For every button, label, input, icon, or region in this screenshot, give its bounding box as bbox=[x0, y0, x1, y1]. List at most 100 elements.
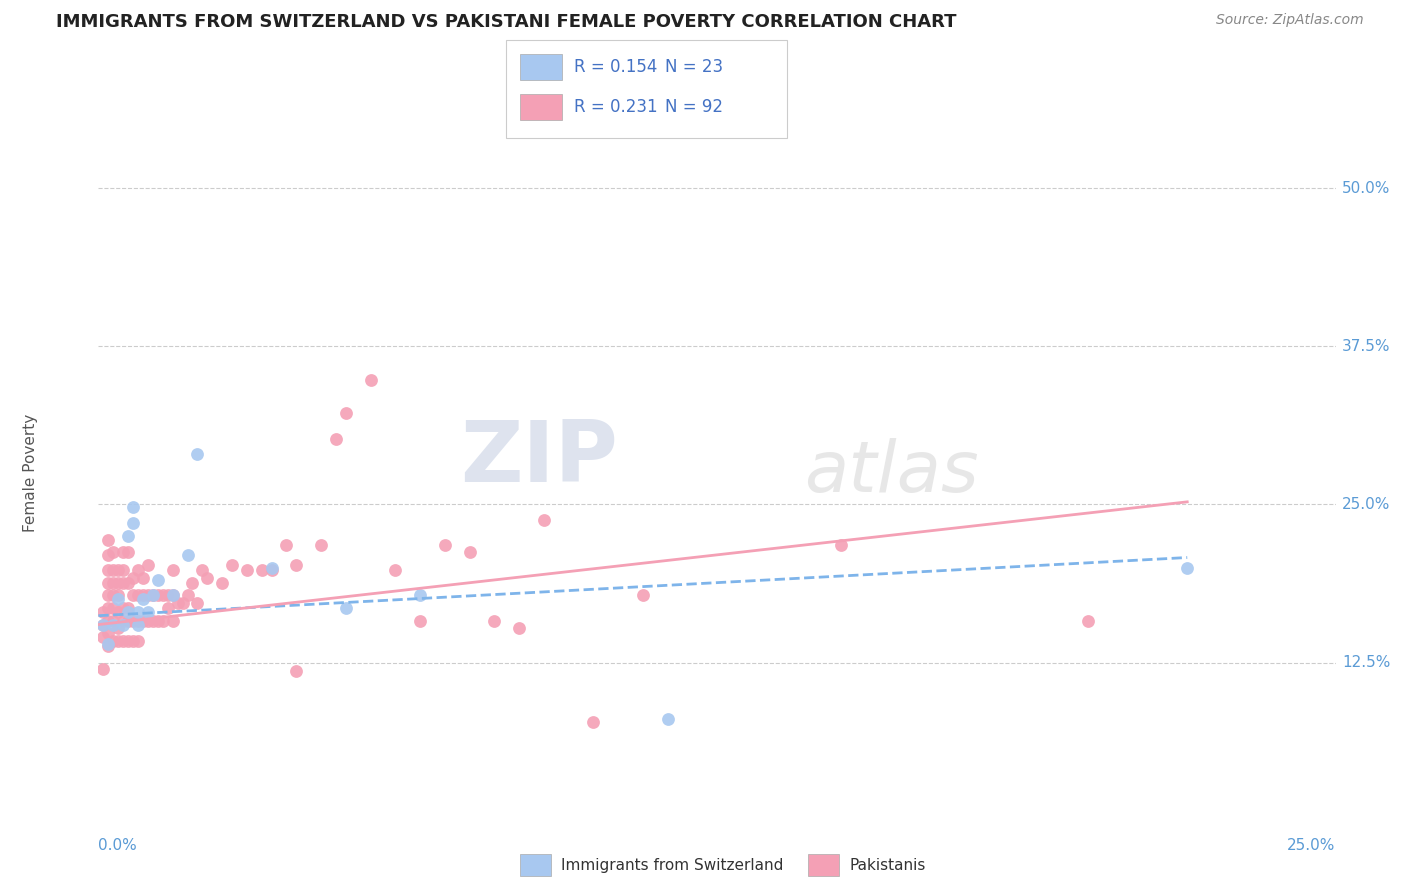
Point bbox=[103, 634, 125, 648]
Point bbox=[384, 563, 406, 577]
Point bbox=[176, 548, 198, 562]
Point bbox=[146, 574, 169, 588]
Point bbox=[221, 558, 243, 573]
Point bbox=[103, 617, 125, 632]
Point bbox=[97, 533, 120, 547]
Point bbox=[409, 614, 432, 628]
Point bbox=[97, 563, 120, 577]
Point bbox=[93, 617, 115, 632]
Point bbox=[136, 589, 159, 603]
Point bbox=[309, 538, 332, 552]
Point bbox=[186, 447, 208, 461]
Point bbox=[236, 563, 259, 577]
Text: N = 92: N = 92 bbox=[665, 98, 723, 116]
Point bbox=[162, 589, 184, 603]
Point bbox=[112, 575, 135, 590]
Point bbox=[484, 614, 506, 628]
Point bbox=[117, 605, 139, 619]
Text: 25.0%: 25.0% bbox=[1288, 838, 1336, 853]
Point bbox=[285, 665, 308, 679]
Point bbox=[186, 596, 208, 610]
Point bbox=[335, 406, 357, 420]
Point bbox=[97, 626, 120, 640]
Point bbox=[172, 596, 194, 610]
Point bbox=[122, 589, 145, 603]
Point bbox=[181, 575, 204, 590]
Point bbox=[631, 589, 654, 603]
Point bbox=[112, 563, 135, 577]
Point bbox=[152, 589, 174, 603]
Point bbox=[107, 621, 129, 635]
Text: 37.5%: 37.5% bbox=[1341, 339, 1391, 354]
Point bbox=[136, 614, 159, 628]
Point bbox=[97, 636, 120, 650]
Point bbox=[93, 605, 115, 619]
Point bbox=[127, 563, 149, 577]
Point bbox=[112, 601, 135, 615]
Point bbox=[433, 538, 456, 552]
Text: 25.0%: 25.0% bbox=[1341, 497, 1391, 512]
Point bbox=[142, 614, 165, 628]
Point bbox=[112, 617, 135, 632]
Text: IMMIGRANTS FROM SWITZERLAND VS PAKISTANI FEMALE POVERTY CORRELATION CHART: IMMIGRANTS FROM SWITZERLAND VS PAKISTANI… bbox=[56, 13, 956, 31]
Point bbox=[211, 575, 233, 590]
Point bbox=[132, 571, 155, 585]
Point bbox=[117, 529, 139, 543]
Point bbox=[409, 589, 432, 603]
Point bbox=[127, 634, 149, 648]
Text: atlas: atlas bbox=[804, 438, 979, 508]
Point bbox=[93, 662, 115, 676]
Point bbox=[191, 563, 214, 577]
Point bbox=[122, 571, 145, 585]
Text: Female Poverty: Female Poverty bbox=[22, 414, 38, 532]
Point bbox=[508, 621, 530, 635]
Point bbox=[97, 601, 120, 615]
Point bbox=[107, 589, 129, 603]
Point bbox=[103, 601, 125, 615]
Point bbox=[146, 589, 169, 603]
Point bbox=[107, 575, 129, 590]
Point bbox=[122, 516, 145, 531]
Point bbox=[97, 575, 120, 590]
Point bbox=[103, 545, 125, 559]
Point bbox=[1077, 614, 1099, 628]
Point bbox=[117, 634, 139, 648]
Text: ZIP: ZIP bbox=[460, 417, 619, 500]
Point bbox=[142, 589, 165, 603]
Text: R = 0.154: R = 0.154 bbox=[574, 58, 657, 76]
Point bbox=[117, 545, 139, 559]
Text: 50.0%: 50.0% bbox=[1341, 181, 1391, 195]
Point bbox=[250, 563, 273, 577]
Point bbox=[132, 614, 155, 628]
Point bbox=[195, 571, 218, 585]
Text: Pakistanis: Pakistanis bbox=[849, 858, 925, 872]
Point bbox=[276, 538, 298, 552]
Point bbox=[582, 714, 605, 729]
Point bbox=[260, 560, 283, 574]
Text: R = 0.231: R = 0.231 bbox=[574, 98, 657, 116]
Point bbox=[152, 614, 174, 628]
Point bbox=[458, 545, 481, 559]
Text: Source: ZipAtlas.com: Source: ZipAtlas.com bbox=[1216, 13, 1364, 28]
Point bbox=[117, 614, 139, 628]
Point bbox=[93, 617, 115, 632]
Point bbox=[112, 614, 135, 628]
Point bbox=[127, 614, 149, 628]
Point bbox=[107, 563, 129, 577]
Point bbox=[117, 601, 139, 615]
Point bbox=[166, 596, 188, 610]
Text: Immigrants from Switzerland: Immigrants from Switzerland bbox=[561, 858, 783, 872]
Point bbox=[107, 634, 129, 648]
Point bbox=[122, 500, 145, 514]
Point bbox=[156, 601, 179, 615]
Point bbox=[260, 563, 283, 577]
Point bbox=[117, 575, 139, 590]
Point bbox=[127, 589, 149, 603]
Point bbox=[112, 634, 135, 648]
Point bbox=[146, 614, 169, 628]
Point bbox=[533, 512, 555, 526]
Point bbox=[97, 614, 120, 628]
Point bbox=[830, 538, 852, 552]
Point bbox=[103, 575, 125, 590]
Point bbox=[97, 589, 120, 603]
